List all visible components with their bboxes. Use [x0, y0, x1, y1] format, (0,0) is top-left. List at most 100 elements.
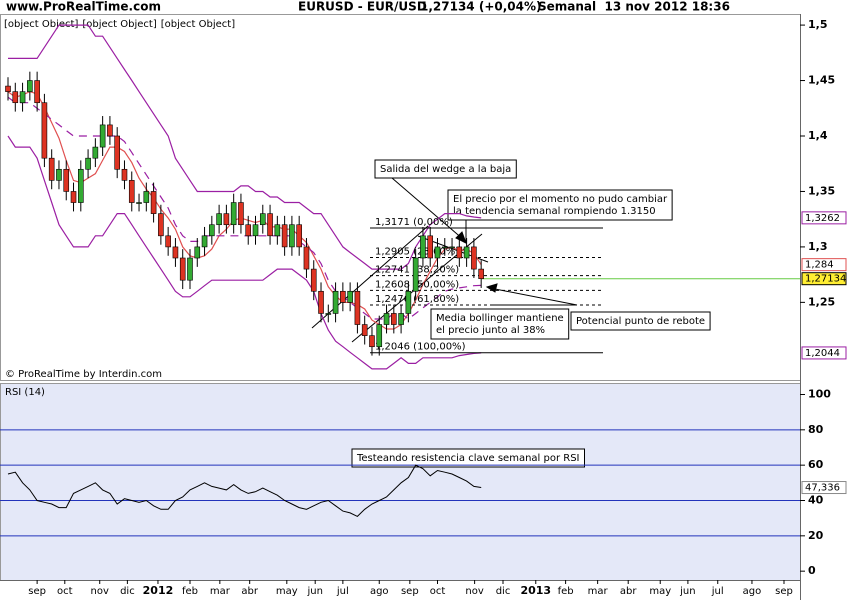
candle-body: [216, 213, 222, 226]
price-tag: [801, 346, 847, 360]
y-tick-label: 80: [808, 423, 824, 436]
annotation: Salida del wedge a la baja: [374, 159, 517, 179]
price-tag-label: 1,27134: [805, 274, 846, 285]
x-tick-label: 2012: [143, 584, 174, 597]
price-tag: [801, 481, 847, 495]
price-tag: [801, 272, 847, 286]
candle-body: [136, 202, 142, 204]
candle-body: [99, 124, 106, 148]
x-tick-label: sep: [401, 586, 419, 597]
x-tick-label: may: [276, 586, 298, 597]
x-tick-label: dic: [120, 586, 135, 597]
x-tick-label: may: [649, 586, 671, 597]
candle-body: [449, 246, 455, 249]
legend-item: [object Object]: [82, 19, 156, 30]
arrowhead: [485, 283, 498, 293]
quote: 1,27134 (+0,04%): [420, 0, 542, 14]
candle-body: [187, 257, 193, 281]
fib-label: 1,2905 (23,60%): [375, 246, 459, 257]
annotation-box: [374, 159, 517, 179]
candle-body: [325, 313, 332, 315]
arrow: [391, 177, 465, 241]
x-tick-label: nov: [465, 586, 483, 597]
annotation-box: [351, 448, 585, 468]
y-tick-label: 1,45: [808, 74, 835, 87]
candle-body: [245, 224, 252, 237]
x-tick-label: oct: [57, 586, 73, 597]
candle-body: [85, 157, 91, 170]
rsi-line: [7, 464, 482, 518]
x-tick-label: mar: [210, 586, 231, 597]
x-tick-label: sep: [28, 586, 46, 597]
y-tick-label: 1,4: [808, 129, 828, 142]
candle-body: [332, 290, 339, 314]
candle-body: [56, 168, 62, 181]
candle-body: [70, 191, 77, 203]
annotation-text: Media bollinger mantiene: [436, 313, 564, 324]
candle-body: [179, 257, 186, 281]
x-tick-label: jul: [711, 586, 724, 597]
candle-body: [209, 224, 215, 237]
candle-body: [267, 213, 273, 237]
x-tick-label: jun: [306, 586, 322, 597]
annotation-text: el precio junto al 38%: [436, 325, 545, 336]
candle-body: [48, 157, 55, 181]
x-tick-label: feb: [182, 586, 198, 597]
candle-body: [165, 235, 171, 248]
symbol: EURUSD - EUR/USD: [298, 0, 427, 14]
candle-body: [391, 313, 397, 325]
candle-body: [471, 246, 477, 270]
y-tick-label: 1,25: [808, 295, 835, 308]
y-tick-label: 1,5: [808, 18, 828, 31]
candle-body: [78, 168, 84, 203]
candle-body: [340, 290, 346, 303]
candle-body: [41, 102, 48, 159]
candle-body: [289, 224, 295, 248]
period: Semanal 13 nov 2012 18:36: [538, 0, 730, 14]
candle-body: [143, 191, 150, 203]
overlay-line: [8, 24, 482, 270]
footer-note: © ProRealTime by Interdin.com: [5, 369, 162, 380]
annotation: Potencial punto de rebote: [570, 311, 711, 331]
candle-body: [303, 246, 310, 270]
annotation-text: Testeando resistencia clave semanal por …: [356, 453, 580, 464]
candle-body: [405, 290, 412, 314]
price-tag: [801, 211, 847, 225]
candle-body: [5, 85, 11, 92]
candle-body: [230, 202, 237, 226]
x-tick-label: ago: [743, 586, 762, 597]
candle-body: [434, 246, 441, 259]
candle-body: [12, 91, 19, 104]
x-tick-label: abr: [241, 586, 258, 597]
candle-body: [354, 290, 361, 325]
annotation-text: Salida del wedge a la baja: [380, 164, 511, 175]
candle-body: [369, 335, 375, 348]
x-tick-label: mar: [588, 586, 609, 597]
candle-body: [456, 246, 463, 259]
candle-body: [92, 146, 99, 159]
candle-body: [223, 213, 230, 226]
candle-body: [361, 324, 368, 336]
price-tag-label: 47,336: [805, 483, 840, 494]
x-tick-label: 2013: [520, 584, 551, 597]
price-tag-label: 1,2044: [805, 348, 840, 359]
candle-body: [383, 313, 390, 325]
x-tick-label: jun: [679, 586, 695, 597]
x-tick-label: feb: [558, 586, 574, 597]
candle-body: [172, 246, 179, 259]
candle-body: [27, 80, 33, 92]
legend-item: [object Object]: [161, 19, 235, 30]
arrowhead: [455, 231, 467, 245]
y-tick-label: 0: [808, 564, 816, 577]
candle-body: [420, 235, 426, 259]
candle-body: [201, 235, 208, 248]
candle-body: [412, 257, 419, 292]
x-tick-label: nov: [91, 586, 109, 597]
legend-item: [object Object]: [4, 19, 78, 30]
candle-body: [63, 168, 70, 192]
annotation-box: [447, 189, 673, 221]
annotation: El precio por el momento no pudo cambiar…: [447, 189, 673, 221]
x-tick-label: sep: [775, 586, 793, 597]
